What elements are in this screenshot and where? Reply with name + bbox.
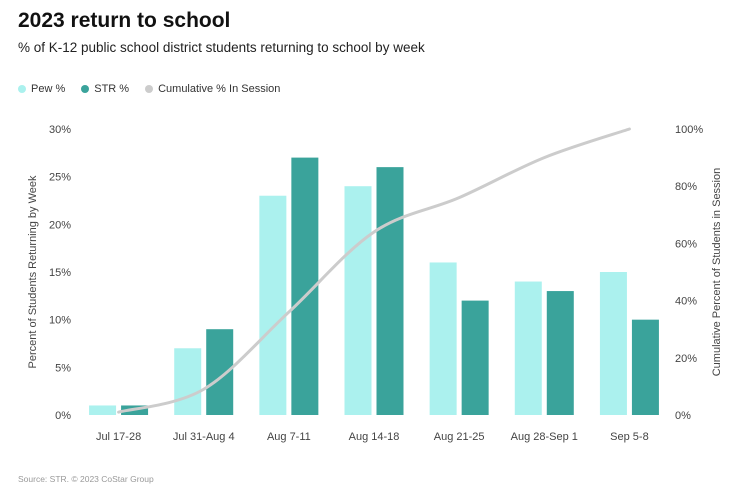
legend-swatch-cumulative: [145, 85, 154, 93]
bar-str: [376, 167, 404, 415]
y-tick-label: 20%: [49, 219, 71, 231]
y-tick-label: 15%: [49, 267, 71, 279]
legend-swatch-str: [81, 85, 90, 93]
y-tick-label: 25%: [49, 172, 71, 184]
x-tick-label: Aug 7-11: [267, 431, 311, 443]
legend-swatch-pew: [18, 85, 26, 93]
y-right-tick-label: 0%: [675, 410, 691, 422]
bar-pew: [429, 262, 457, 415]
legend-item-cumulative[interactable]: Cumulative % In Session: [145, 83, 280, 95]
y-tick-label: 30%: [49, 124, 71, 136]
y-right-tick-label: 80%: [675, 181, 697, 193]
legend-label-cumulative: Cumulative % In Session: [158, 83, 281, 95]
y-axis-label: Percent of Students Returning by Week: [27, 175, 39, 369]
cumulative-line: [117, 127, 631, 414]
bar-str: [546, 291, 574, 415]
y-tick-label: 0%: [55, 410, 71, 422]
x-tick-label: Aug 28-Sep 1: [511, 431, 578, 443]
bar-pew: [174, 348, 202, 415]
x-tick-label: Aug 14-18: [349, 431, 400, 443]
bar-pew: [89, 405, 117, 415]
x-tick-label: Jul 17-28: [96, 431, 141, 443]
source-note: Source: STR. © 2023 CoStar Group: [18, 474, 154, 484]
y-tick-label: 10%: [49, 315, 71, 327]
legend-item-str[interactable]: STR %: [81, 83, 129, 95]
x-tick-label: Sep 5-8: [610, 431, 649, 443]
bar-pew: [599, 272, 627, 415]
x-tick-label: Jul 31-Aug 4: [173, 431, 235, 443]
legend-label-pew: Pew %: [31, 83, 66, 95]
y-right-tick-label: 20%: [675, 353, 697, 365]
y-right-tick-label: 100%: [675, 124, 703, 136]
x-tick-label: Aug 21-25: [434, 431, 485, 443]
chart-subtitle: % of K-12 public school district student…: [18, 40, 425, 55]
bar-pew: [514, 281, 542, 415]
bar-str: [631, 319, 659, 415]
bar-pew: [344, 186, 372, 415]
legend: Pew % STR % Cumulative % In Session: [18, 83, 280, 95]
bar-str: [461, 300, 489, 415]
legend-label-str: STR %: [94, 83, 130, 95]
y-tick-label: 5%: [55, 362, 71, 374]
chart-title: 2023 return to school: [18, 9, 231, 32]
y-right-tick-label: 60%: [675, 238, 697, 250]
y-right-axis-label: Cumulative Percent of Students in Sessio…: [711, 168, 723, 377]
legend-item-pew[interactable]: Pew %: [18, 83, 65, 95]
y-right-tick-label: 40%: [675, 296, 697, 308]
bar-pew: [259, 195, 287, 415]
